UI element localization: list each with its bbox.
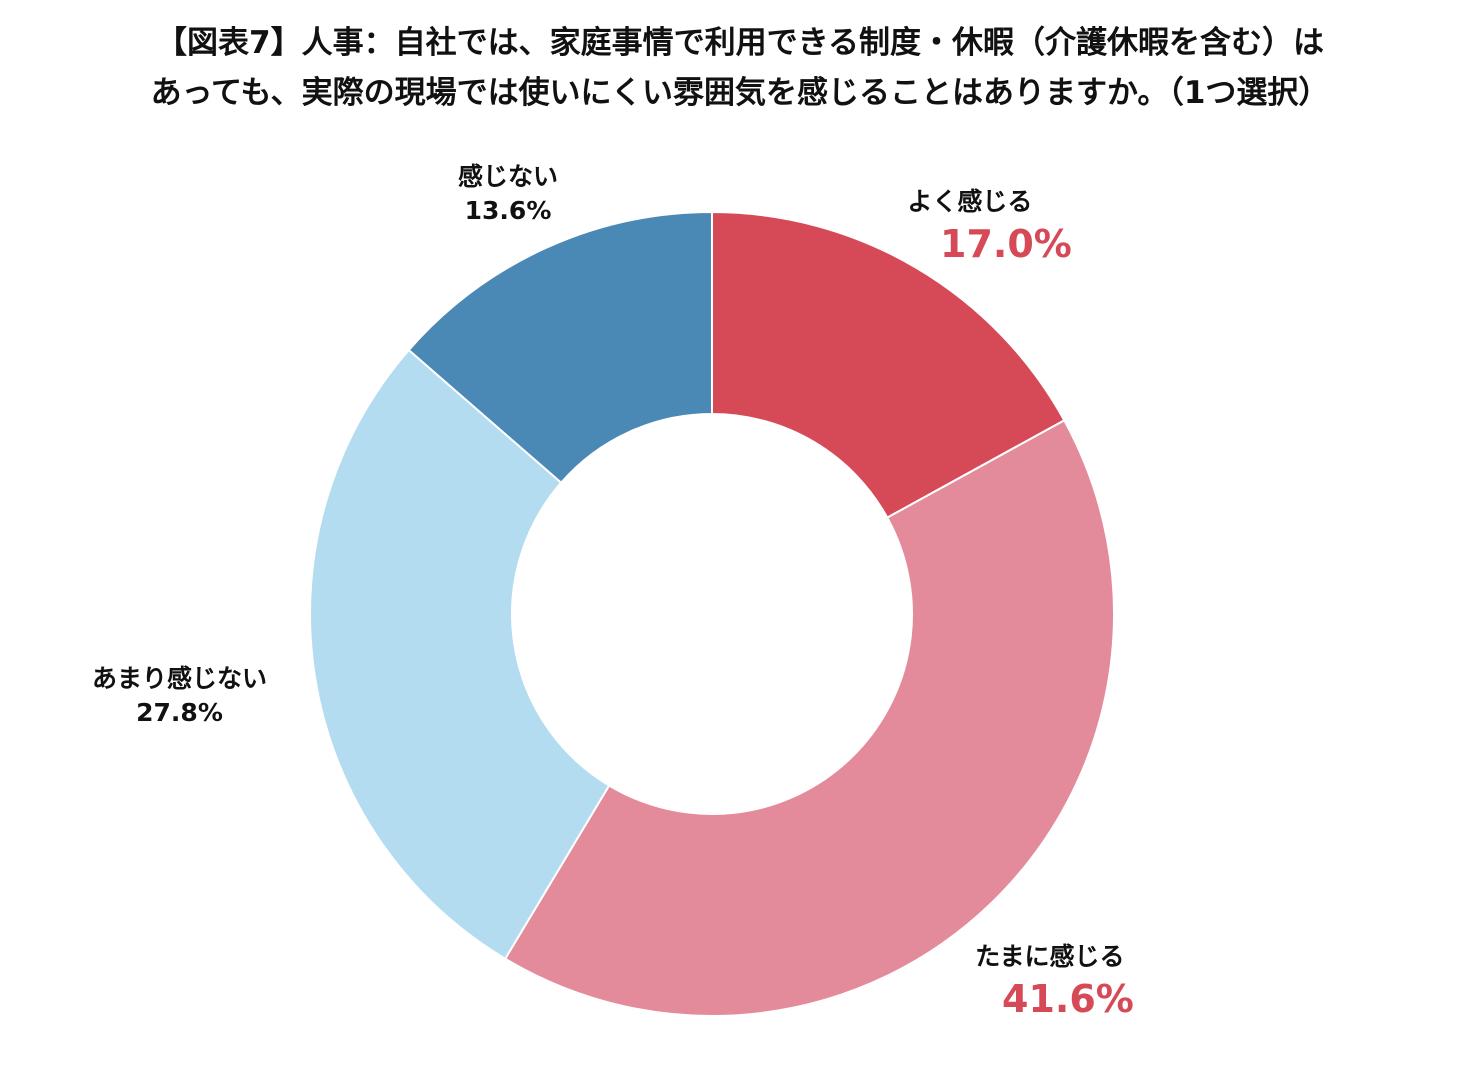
slice-label-often-value: 17.0% (940, 222, 1072, 266)
chart-title-line-2: あっても、実際の現場では使いにくい雰囲気を感じることはありますか。（1つ選択） (150, 75, 1330, 111)
chart-title: 【図表7】人事：自社では、家庭事情で利用できる制度・休暇（介護休暇を含む）は あ… (0, 18, 1480, 118)
slice-label-sometimes: たまに感じる 41.6% (966, 940, 1134, 1024)
slice-label-often-name: よく感じる (907, 187, 1033, 216)
slice-never (407, 210, 713, 485)
slice-rarely (309, 348, 611, 961)
slice-label-often: よく感じる 17.0% (868, 185, 1072, 269)
slice-label-never-name: 感じない (458, 162, 559, 191)
slice-label-sometimes-value: 41.6% (1002, 977, 1134, 1021)
slice-label-sometimes-name: たまに感じる (975, 942, 1125, 971)
slice-label-rarely-name: あまり感じない (92, 664, 268, 693)
slice-label-never-value: 13.6% (464, 196, 552, 225)
slice-label-rarely: あまり感じない 27.8% (92, 662, 267, 730)
slice-label-never: 感じない 13.6% (458, 160, 558, 228)
slice-often (711, 210, 1066, 520)
chart-title-line-1: 【図表7】人事：自社では、家庭事情で利用できる制度・休暇（介護休暇を含む）は (156, 25, 1324, 61)
slice-label-rarely-value: 27.8% (136, 698, 223, 727)
slice-sometimes (503, 418, 1116, 1018)
